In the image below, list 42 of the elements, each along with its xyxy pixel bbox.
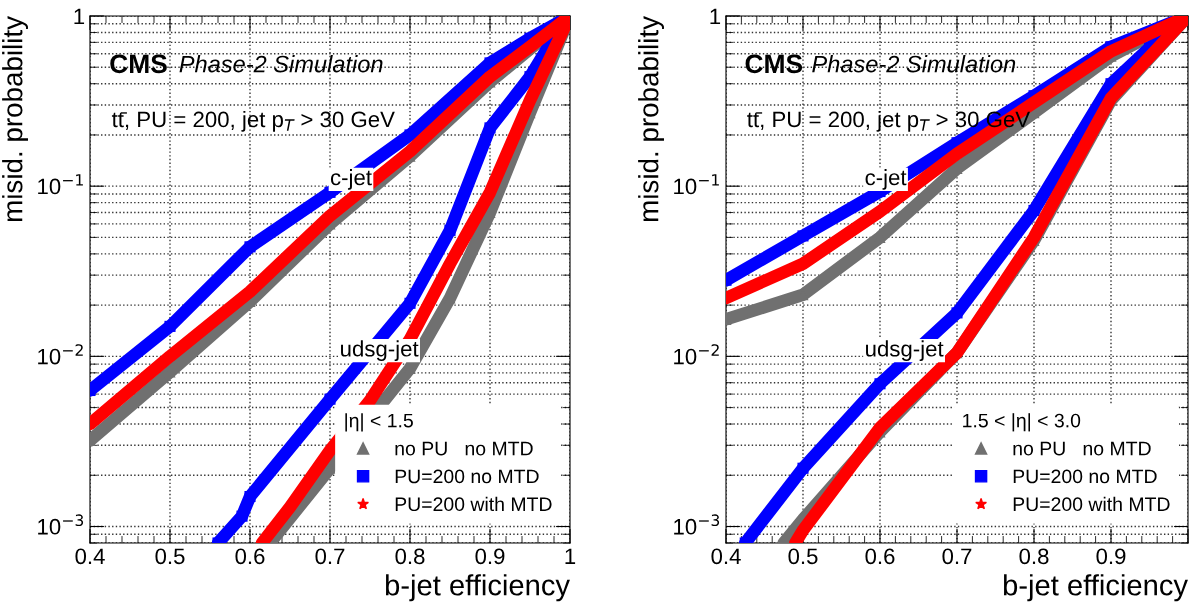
legend-label: PU=200 with MTD [395, 496, 552, 512]
y-axis-title: misid. probability [638, 16, 664, 222]
y-tick-label: 10$^{−3}$ [38, 514, 84, 535]
annotation: Phase-2 Simulation [812, 55, 1016, 73]
annotation: c-jet [330, 169, 372, 190]
x-tick-label: 0.4 [75, 548, 105, 565]
y-tick-label: 10$^{−2}$ [38, 344, 83, 365]
x-axis-title: b-jet efficiency [385, 574, 570, 602]
y-tick-label: 10$^{−1}$ [674, 174, 719, 195]
legend-label: no PU no MTD [1013, 441, 1151, 456]
x-axis-title: b-jet efficiency [1003, 574, 1188, 602]
x-tick-label: 0.4 [711, 548, 741, 565]
x-tick-label: 0.9 [1096, 548, 1126, 565]
x-tick-label: 0.6 [865, 548, 895, 565]
annotation: tt̄, PU = 200, jet p$_{T}$ > 30 GeV [111, 110, 395, 132]
annotation: Phase-2 Simulation [179, 55, 383, 73]
y-tick-label: 10$^{−2}$ [674, 344, 719, 365]
legend-label: no PU no MTD [395, 441, 533, 456]
x-tick-label: 0.7 [315, 548, 345, 565]
y-tick-label: 10$^{−1}$ [38, 174, 83, 195]
legend-title: 1.5 < |η| < 3.0 [963, 413, 1081, 432]
annotation: CMS [110, 54, 167, 74]
annotation: CMS [745, 54, 803, 74]
x-tick-label: 1 [565, 548, 576, 564]
x-tick-label: 0.5 [155, 548, 185, 565]
y-tick-label: 1 [74, 8, 85, 25]
x-tick-label: 0.6 [235, 548, 265, 565]
annotation: c-jet [865, 169, 907, 190]
x-tick-label: 0.5 [788, 548, 818, 565]
x-tick-label: 0.8 [395, 548, 425, 565]
annotation: udsg-jet [866, 340, 944, 361]
y-tick-label: 10$^{−3}$ [674, 514, 720, 535]
y-axis-title: misid. probability [2, 16, 28, 222]
legend-title: |η| < 1.5 [345, 413, 413, 432]
x-tick-label: 0.9 [475, 548, 505, 565]
legend-label: PU=200 no MTD [395, 469, 539, 484]
legend-label: PU=200 with MTD [1013, 496, 1170, 512]
annotation: udsg-jet [341, 340, 419, 361]
x-tick-label: 0.7 [942, 548, 972, 565]
legend-label: PU=200 no MTD [1013, 469, 1157, 484]
x-tick-label: 0.8 [1019, 548, 1049, 565]
y-tick-label: 1 [710, 8, 721, 25]
